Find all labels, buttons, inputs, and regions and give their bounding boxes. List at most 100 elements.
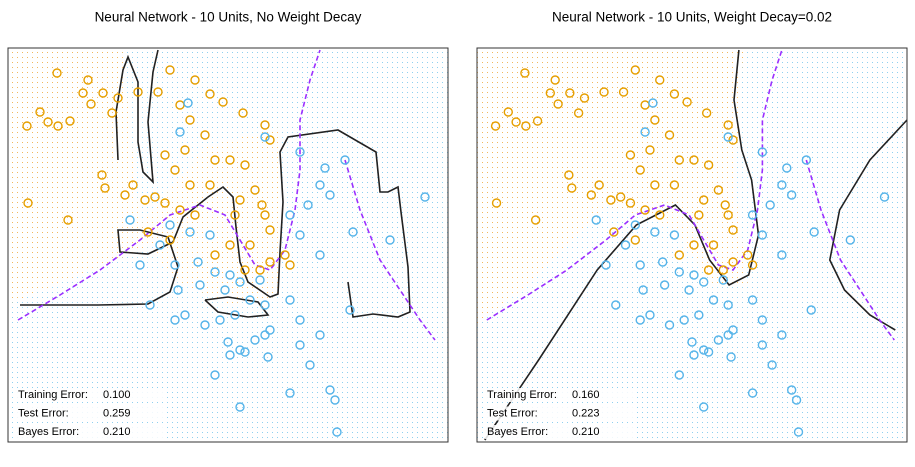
point xyxy=(263,352,273,362)
annotation-value: 0.210 xyxy=(103,426,131,438)
point xyxy=(591,215,601,225)
point xyxy=(723,300,733,310)
point xyxy=(635,260,645,270)
annotation-name: Test Error: xyxy=(18,407,69,419)
point xyxy=(53,121,63,131)
point xyxy=(625,150,636,160)
point xyxy=(225,155,235,165)
point xyxy=(128,180,138,190)
point xyxy=(618,87,629,97)
point xyxy=(674,250,684,260)
point xyxy=(757,340,768,350)
point xyxy=(210,370,220,380)
bayes-boundary xyxy=(17,49,436,341)
point xyxy=(701,108,712,118)
point xyxy=(113,93,123,103)
panel: Neural Network - 10 Units, No Weight Dec… xyxy=(7,10,449,443)
point xyxy=(747,295,758,305)
point xyxy=(190,75,200,85)
point xyxy=(133,87,143,97)
point xyxy=(674,155,684,165)
point xyxy=(210,155,220,165)
annotation-bg xyxy=(16,388,166,402)
point xyxy=(285,295,295,305)
point xyxy=(565,88,575,98)
point xyxy=(238,108,248,118)
annotation-value: 0.160 xyxy=(572,389,600,401)
point xyxy=(340,155,350,165)
point xyxy=(332,427,342,437)
point xyxy=(699,345,709,355)
point xyxy=(713,185,724,195)
point xyxy=(682,97,692,107)
point xyxy=(664,130,675,140)
annotation-bg xyxy=(485,425,635,439)
point xyxy=(615,192,626,202)
point xyxy=(747,260,758,270)
point xyxy=(601,260,611,270)
point xyxy=(630,235,641,245)
point xyxy=(553,99,563,109)
point xyxy=(160,150,170,160)
point xyxy=(609,227,619,237)
point xyxy=(723,330,733,340)
point xyxy=(220,285,230,295)
point xyxy=(669,89,680,99)
point xyxy=(165,65,175,75)
point xyxy=(35,107,45,117)
point xyxy=(235,277,245,287)
point xyxy=(195,280,205,290)
plot-border xyxy=(476,47,908,443)
point xyxy=(793,427,804,437)
point xyxy=(757,315,768,325)
point xyxy=(97,170,107,180)
point xyxy=(747,388,758,398)
point xyxy=(708,240,719,250)
point xyxy=(153,87,163,97)
point xyxy=(747,210,758,220)
chart-title: Neural Network - 10 Units, Weight Decay=… xyxy=(552,10,832,25)
point xyxy=(175,205,185,215)
bayes-boundary xyxy=(486,49,895,341)
annotation-value: 0.210 xyxy=(572,426,600,438)
point xyxy=(260,300,270,310)
point xyxy=(143,227,153,237)
point xyxy=(573,108,584,118)
point xyxy=(640,127,650,137)
point xyxy=(718,275,728,285)
point xyxy=(320,163,330,173)
annotation-name: Training Error: xyxy=(18,389,88,401)
point xyxy=(86,99,96,109)
point xyxy=(630,65,641,75)
point xyxy=(674,267,684,277)
point xyxy=(879,192,890,202)
point xyxy=(98,88,108,98)
point xyxy=(657,257,668,267)
point xyxy=(165,220,175,230)
point xyxy=(743,250,753,260)
point xyxy=(265,225,275,235)
point xyxy=(703,160,714,170)
annotation-value: 0.100 xyxy=(103,389,131,401)
point xyxy=(230,310,240,320)
plot-border xyxy=(7,47,449,443)
point xyxy=(225,240,235,250)
point xyxy=(777,180,787,190)
point xyxy=(280,250,290,260)
point xyxy=(765,200,775,210)
point xyxy=(52,68,62,78)
point xyxy=(635,165,645,175)
point xyxy=(664,320,675,330)
point xyxy=(720,200,730,210)
point xyxy=(503,107,513,117)
point xyxy=(777,330,787,340)
point xyxy=(325,190,335,200)
annotation-name: Bayes Error: xyxy=(487,426,548,438)
point xyxy=(155,240,165,250)
point xyxy=(694,310,704,320)
point xyxy=(260,132,270,142)
point xyxy=(645,145,655,155)
point xyxy=(723,210,733,220)
point xyxy=(245,240,255,250)
point xyxy=(586,190,597,200)
